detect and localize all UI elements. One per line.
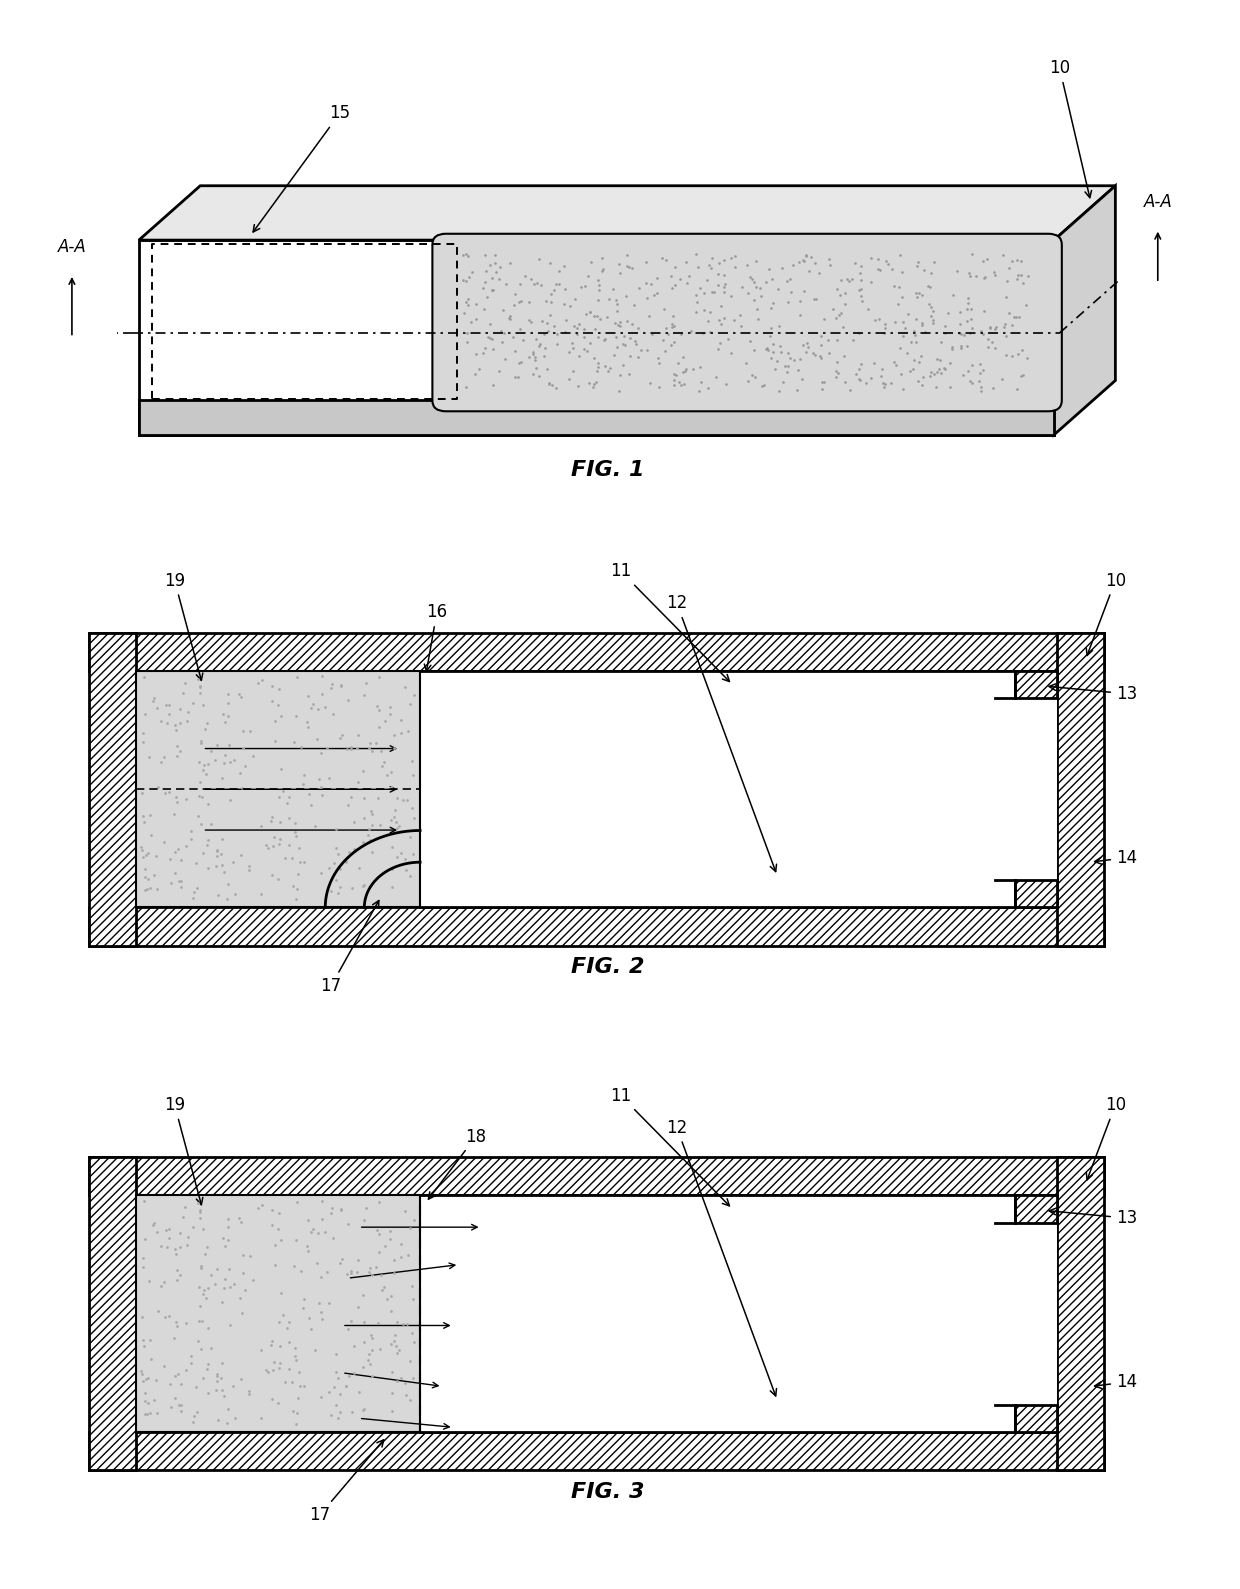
Text: 12: 12	[666, 594, 776, 872]
Bar	[89, 632, 1105, 671]
Text: 17: 17	[309, 1440, 383, 1524]
Text: 18: 18	[428, 1128, 486, 1200]
Bar	[139, 400, 1054, 435]
Text: 16: 16	[424, 604, 448, 671]
FancyBboxPatch shape	[433, 234, 1061, 412]
Bar	[1058, 1157, 1105, 1470]
Text: FIG. 1: FIG. 1	[570, 461, 645, 480]
Polygon shape	[139, 240, 1054, 435]
Bar	[89, 632, 135, 945]
Text: FIG. 2: FIG. 2	[570, 957, 645, 977]
Text: 11: 11	[610, 563, 729, 682]
Text: 19: 19	[164, 1096, 203, 1204]
Bar	[1058, 632, 1105, 945]
Bar	[135, 1195, 1058, 1432]
Bar	[1014, 1405, 1058, 1432]
Text: 17: 17	[320, 901, 379, 995]
Text: 15: 15	[253, 105, 351, 232]
Bar	[135, 1195, 420, 1432]
Text: 11: 11	[610, 1087, 729, 1206]
Text: 14: 14	[1095, 1373, 1137, 1390]
Text: 13: 13	[1049, 1208, 1137, 1227]
Text: 12: 12	[666, 1119, 776, 1397]
Bar	[89, 1157, 135, 1470]
Text: 19: 19	[164, 572, 203, 680]
Polygon shape	[139, 186, 1116, 240]
Text: 13: 13	[1049, 683, 1137, 702]
Text: 14: 14	[1095, 849, 1137, 866]
Text: 10: 10	[1049, 59, 1091, 197]
Text: 10: 10	[1086, 572, 1126, 656]
Bar	[89, 1432, 1105, 1470]
Bar	[135, 671, 1058, 907]
Text: FIG. 3: FIG. 3	[570, 1481, 645, 1502]
Bar	[89, 1157, 1105, 1195]
Bar	[1014, 1195, 1058, 1222]
Polygon shape	[1054, 186, 1116, 435]
Text: A-A: A-A	[1143, 192, 1172, 211]
Bar	[1014, 671, 1058, 698]
Text: 10: 10	[1086, 1096, 1126, 1181]
Bar	[1014, 880, 1058, 907]
Text: A-A: A-A	[57, 238, 87, 256]
Bar	[89, 907, 1105, 945]
Bar	[135, 671, 420, 907]
